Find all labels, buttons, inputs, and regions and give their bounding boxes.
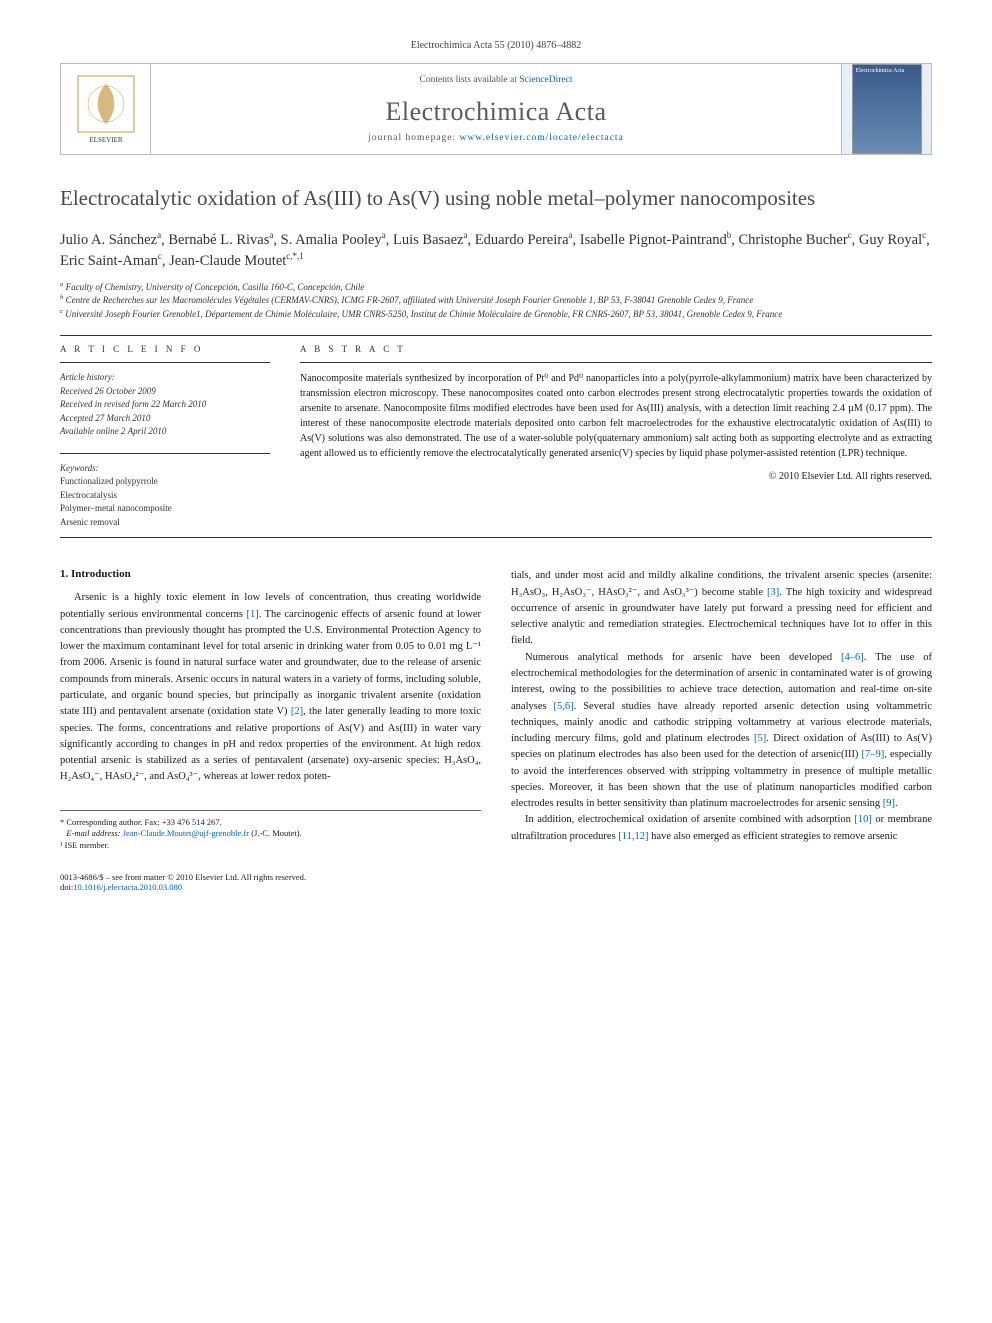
info-abstract-row: A R T I C L E I N F O Article history: R… xyxy=(60,344,932,529)
footer-doi: doi:10.1016/j.electacta.2010.03.080 xyxy=(60,882,306,892)
body-columns: 1. Introduction Arsenic is a highly toxi… xyxy=(60,568,932,852)
footnotes: * Corresponding author. Fax: +33 476 514… xyxy=(60,810,481,853)
homepage-prefix: journal homepage: xyxy=(368,133,459,143)
contents-prefix: Contents lists available at xyxy=(419,75,519,85)
email-line: E-mail address: Jean-Claude.Moutet@ujf-g… xyxy=(60,828,481,840)
column-right: tials, and under most acid and mildly al… xyxy=(511,568,932,852)
footer-copyright: 0013-4686/$ – see front matter © 2010 El… xyxy=(60,872,306,882)
keywords: Keywords: Functionalized polypyrrole Ele… xyxy=(60,462,270,530)
footer-left: 0013-4686/$ – see front matter © 2010 El… xyxy=(60,872,306,892)
abstract-text: Nanocomposite materials synthesized by i… xyxy=(300,371,932,461)
doi-prefix: doi: xyxy=(60,882,73,892)
ise-note: ¹ ISE member. xyxy=(60,840,481,852)
body-para: Arsenic is a highly toxic element in low… xyxy=(60,590,481,785)
article-info: A R T I C L E I N F O Article history: R… xyxy=(60,344,270,529)
contents-line: Contents lists available at ScienceDirec… xyxy=(419,75,572,85)
journal-cover-thumb: Electrochimica Acta xyxy=(841,64,931,154)
abstract-heading: A B S T R A C T xyxy=(300,344,932,354)
journal-center: Contents lists available at ScienceDirec… xyxy=(151,64,841,154)
history-item: Received in revised form 22 March 2010 xyxy=(60,398,270,412)
history-item: Accepted 27 March 2010 xyxy=(60,412,270,426)
rule-kw xyxy=(60,453,270,454)
rule-abs xyxy=(300,362,932,363)
email-suffix: (J.-C. Moutet). xyxy=(249,828,302,838)
body-para: In addition, electrochemical oxidation o… xyxy=(511,812,932,845)
cover-image: Electrochimica Acta xyxy=(852,64,922,154)
abstract: A B S T R A C T Nanocomposite materials … xyxy=(300,344,932,529)
affiliations: a Faculty of Chemistry, University of Co… xyxy=(60,281,932,322)
article-info-heading: A R T I C L E I N F O xyxy=(60,344,270,354)
body-para: Numerous analytical methods for arsenic … xyxy=(511,650,932,813)
column-left: 1. Introduction Arsenic is a highly toxi… xyxy=(60,568,481,852)
sciencedirect-link[interactable]: ScienceDirect xyxy=(519,75,572,85)
body-para: tials, and under most acid and mildly al… xyxy=(511,568,932,649)
abstract-copyright: © 2010 Elsevier Ltd. All rights reserved… xyxy=(300,471,932,482)
keyword-item: Polymer–metal nanocomposite xyxy=(60,502,270,516)
email-label: E-mail address: xyxy=(66,828,122,838)
section-1-heading: 1. Introduction xyxy=(60,568,481,580)
affil-b: b Centre de Recherches sur les Macromolé… xyxy=(60,294,932,308)
history-label: Article history: xyxy=(60,371,270,385)
rule-info xyxy=(60,362,270,363)
article-history: Article history: Received 26 October 200… xyxy=(60,371,270,439)
authors-list: Julio A. Sáncheza, Bernabé L. Rivasa, S.… xyxy=(60,230,932,271)
affil-c: c Université Joseph Fourier Grenoble1, D… xyxy=(60,308,932,322)
keyword-item: Arsenic removal xyxy=(60,516,270,530)
keyword-item: Electrocatalysis xyxy=(60,489,270,503)
keywords-label: Keywords: xyxy=(60,462,270,476)
keyword-item: Functionalized polypyrrole xyxy=(60,475,270,489)
history-item: Received 26 October 2009 xyxy=(60,385,270,399)
svg-text:ELSEVIER: ELSEVIER xyxy=(89,136,122,144)
homepage-link[interactable]: www.elsevier.com/locate/electacta xyxy=(460,133,624,143)
email-link[interactable]: Jean-Claude.Moutet@ujf-grenoble.fr xyxy=(123,828,249,838)
rule-bottom xyxy=(60,537,932,538)
doi-link[interactable]: 10.1016/j.electacta.2010.03.080 xyxy=(73,882,182,892)
article-title: Electrocatalytic oxidation of As(III) to… xyxy=(60,185,932,212)
journal-header-box: ELSEVIER Contents lists available at Sci… xyxy=(60,63,932,155)
rule-top xyxy=(60,335,932,336)
footer: 0013-4686/$ – see front matter © 2010 El… xyxy=(60,872,932,892)
journal-name: Electrochimica Acta xyxy=(385,97,606,127)
history-item: Available online 2 April 2010 xyxy=(60,425,270,439)
elsevier-logo: ELSEVIER xyxy=(61,64,151,154)
corr-author-note: * Corresponding author. Fax: +33 476 514… xyxy=(60,817,481,829)
header-citation: Electrochimica Acta 55 (2010) 4876–4882 xyxy=(60,40,932,51)
affil-a: a Faculty of Chemistry, University of Co… xyxy=(60,281,932,295)
homepage-line: journal homepage: www.elsevier.com/locat… xyxy=(368,133,624,143)
